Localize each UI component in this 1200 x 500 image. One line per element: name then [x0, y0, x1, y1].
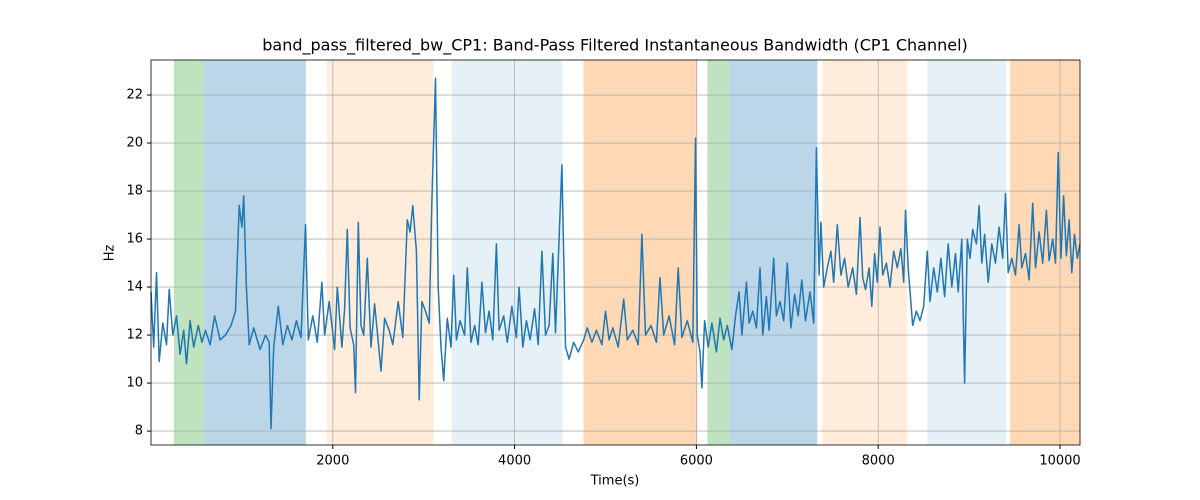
shaded-span — [1010, 60, 1080, 445]
shaded-span — [326, 60, 434, 445]
plot-frame — [150, 59, 1081, 446]
shaded-span — [707, 60, 730, 445]
y-axis-label: Hz — [103, 245, 118, 262]
y-tick-label: 22 — [126, 88, 143, 103]
y-tick-label: 20 — [126, 136, 143, 151]
y-tick-label: 14 — [126, 280, 143, 295]
shaded-span — [729, 60, 818, 445]
x-axis-label: Time(s) — [590, 474, 640, 489]
data-line — [150, 77, 1081, 430]
x-tick-label: 4000 — [498, 454, 531, 469]
shaded-span — [173, 60, 204, 445]
y-tick-label: 10 — [126, 376, 143, 391]
shaded-span — [451, 60, 563, 445]
chart-title: band_pass_filtered_bw_CP1: Band-Pass Fil… — [262, 36, 968, 56]
y-tick-label: 16 — [126, 232, 143, 247]
x-tick-label: 8000 — [862, 454, 895, 469]
shaded-span — [203, 60, 306, 445]
x-tick-label: 6000 — [680, 454, 713, 469]
y-tick-label: 12 — [126, 328, 143, 343]
y-tick-label: 18 — [126, 184, 143, 199]
shaded-span — [583, 60, 698, 445]
x-tick-label: 10000 — [1039, 454, 1080, 469]
y-tick-label: 8 — [135, 424, 143, 439]
x-tick-label: 2000 — [316, 454, 349, 469]
